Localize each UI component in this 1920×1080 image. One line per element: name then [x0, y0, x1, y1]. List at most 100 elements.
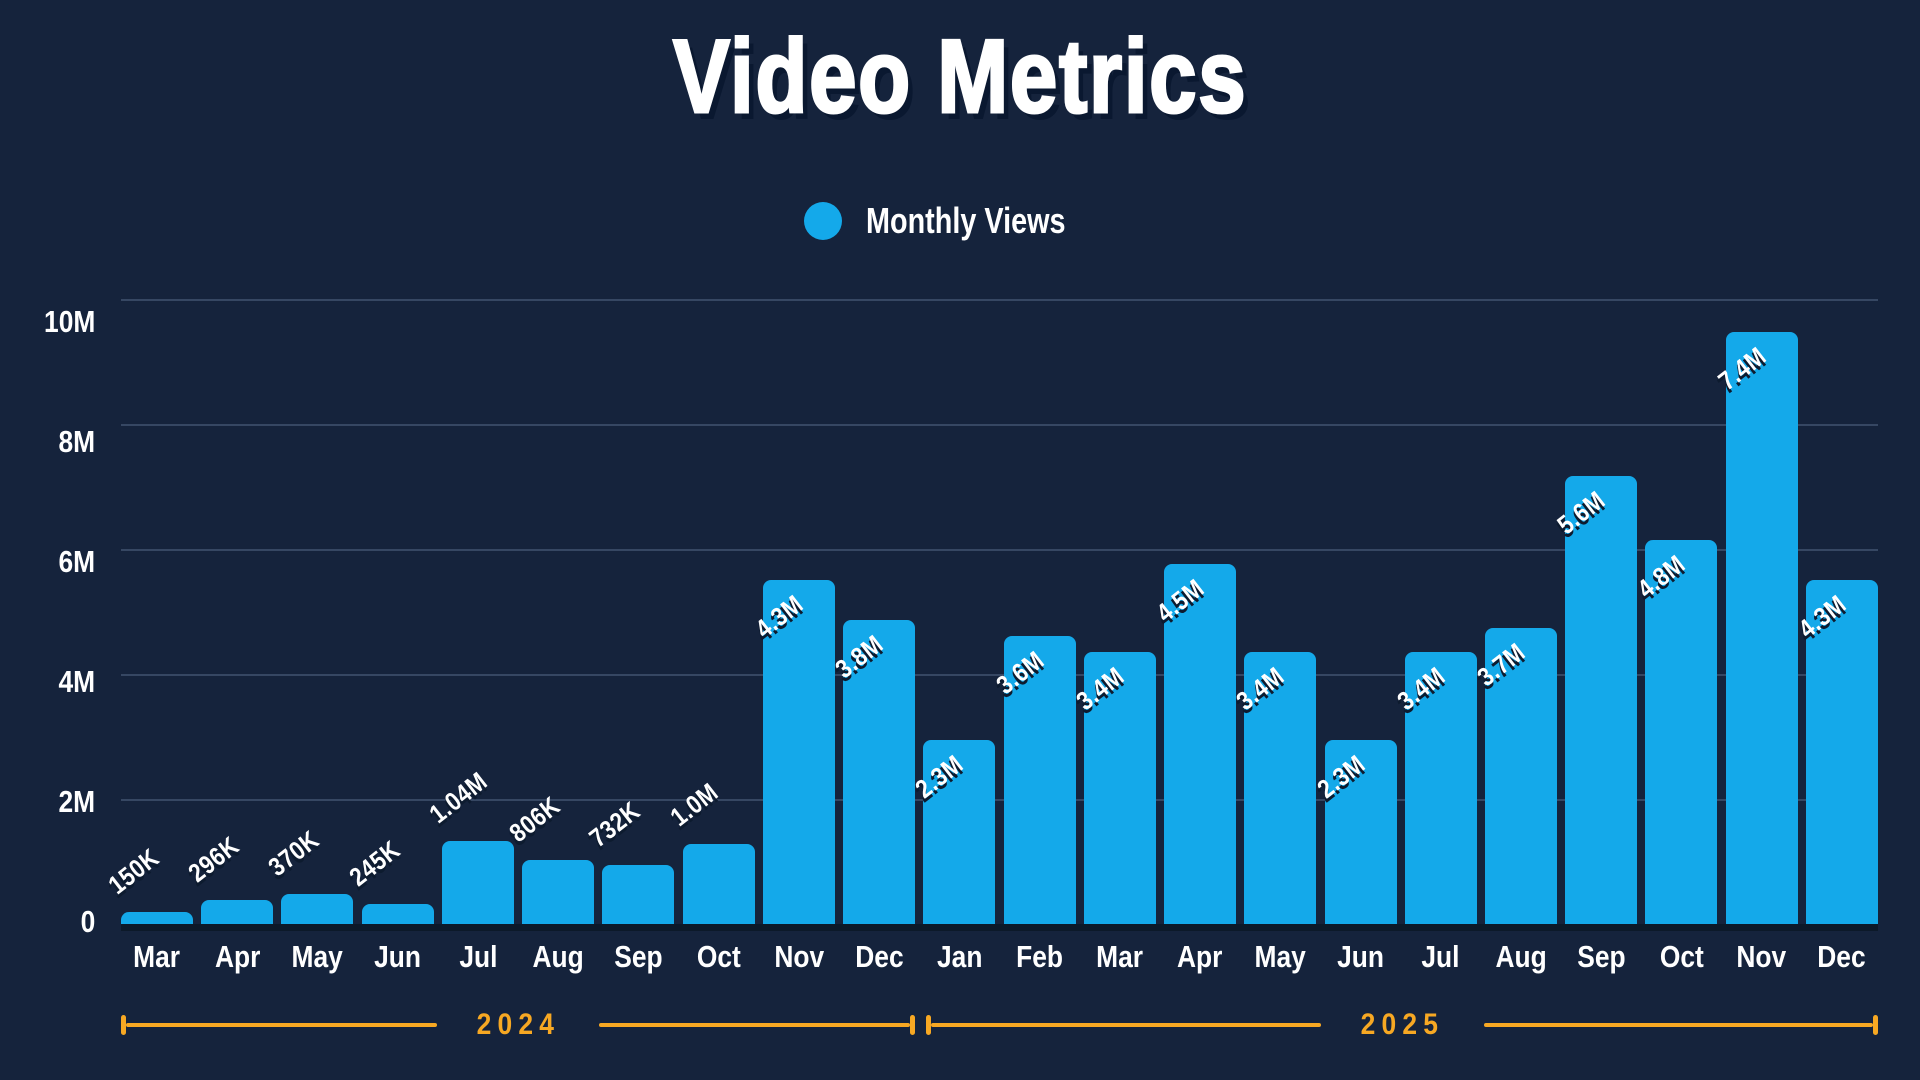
month-label: Oct [1645, 939, 1717, 975]
month-label-text: Mar [133, 939, 181, 974]
month-label-text: Jul [458, 939, 497, 974]
x-axis-baseline [121, 924, 1878, 931]
y-axis-tick-label: 6M [52, 544, 95, 580]
bar-value-label: 3.6M [990, 644, 1050, 700]
month-label: May [1244, 939, 1316, 975]
bar-jul-2025: 3.4M [1391, 652, 1477, 924]
bar-mar-2025: 3.4M [1070, 652, 1156, 924]
gridline [121, 424, 1878, 426]
bar-jan-2025: 2.3M [910, 740, 996, 924]
month-label-text: Dec [854, 939, 904, 974]
y-axis-tick-text: 0 [80, 904, 95, 939]
bar-jun-2025: 2.3M [1311, 740, 1397, 924]
gridline [121, 549, 1878, 551]
bar-value-label: 4.8M [1631, 548, 1691, 604]
month-label-text: Oct [696, 939, 741, 974]
bar-may-2024: 370K [263, 824, 354, 924]
bar-value-label: 806K [503, 790, 566, 848]
bar-aug-2024: 806K [504, 790, 595, 924]
chart-legend: Monthly Views [0, 200, 1920, 242]
bar-apr-2024: 296K [183, 830, 274, 924]
bar-value-label: 3.7M [1471, 636, 1531, 692]
month-label: Feb [1004, 939, 1076, 975]
bar-jun-2024: 245K [343, 834, 434, 924]
month-label: Nov [1726, 939, 1798, 975]
month-label: Oct [683, 939, 755, 975]
year-brackets: 2024 2025 [121, 1005, 1878, 1045]
bar-value-label: 245K [343, 834, 406, 892]
bar-oct-2024: 1.0M [664, 777, 755, 924]
month-label: Aug [1485, 939, 1557, 975]
gridline [121, 299, 1878, 301]
month-label-text: Oct [1659, 939, 1704, 974]
bar-feb-2025: 3.6M [990, 636, 1076, 924]
bar-oct-2025: 4.8M [1632, 540, 1718, 924]
bar-aug-2025: 3.7M [1472, 628, 1557, 924]
month-label: Sep [1565, 939, 1637, 975]
month-label-text: Jul [1421, 939, 1460, 974]
bar-sep-2024: 732K [584, 795, 675, 924]
bar-value-label: 2.3M [1311, 748, 1371, 804]
month-label: Jul [1405, 939, 1477, 975]
month-label-text: May [1254, 939, 1306, 974]
legend-series-label: Monthly Views [866, 200, 1066, 241]
bar-apr-2025: 4.5M [1151, 564, 1237, 924]
month-label: Nov [763, 939, 835, 975]
bar-value-label: 3.4M [1391, 660, 1451, 716]
bar-value-label: 732K [583, 795, 646, 853]
x-axis-month-labels: Mar Apr May Jun Jul Aug Sep Oct Nov Dec Jan Feb Mar A… [121, 939, 1878, 975]
year-label: 2025 [1355, 1008, 1450, 1042]
bar-nov-2024: 4.3M [749, 580, 835, 924]
month-label: Jul [442, 939, 514, 975]
month-label: Jun [1325, 939, 1397, 975]
bar-series: 150K 296K 370K 245K 1.04M 806K 732K 1.0M 4.3M 3.8… [103, 299, 1878, 924]
bracket-cap-icon [121, 1015, 126, 1035]
legend-series-dot-icon [804, 202, 843, 240]
bar-value-label: 150K [102, 842, 165, 900]
bar-value-label: 3.8M [829, 628, 889, 684]
bracket-cap-icon [910, 1015, 916, 1035]
year-bracket-2024: 2024 [121, 1005, 916, 1045]
year-label-text: 2024 [476, 1008, 560, 1041]
month-label-text: Feb [1016, 939, 1064, 974]
month-label: Mar [1084, 939, 1156, 975]
bar-value-label: 3.4M [1230, 660, 1290, 716]
month-label-text: Mar [1096, 939, 1144, 974]
month-label-text: Aug [1495, 939, 1547, 974]
month-label: Sep [602, 939, 674, 975]
bar-value-label: 4.3M [749, 588, 809, 644]
gridline [121, 674, 1878, 676]
month-label-text: Nov [1736, 939, 1787, 974]
y-axis-tick-text: 10M [43, 304, 95, 339]
bar-value-label: 1.04M [423, 765, 493, 829]
month-label-text: Nov [773, 939, 824, 974]
y-axis-tick-text: 4M [58, 664, 95, 699]
y-axis-tick-text: 8M [58, 424, 95, 459]
y-axis-tick-labels: 10M 8M 6M 4M 2M 0 [0, 299, 95, 939]
y-axis-tick-label: 8M [52, 424, 95, 460]
chart-plot-area: 10M 8M 6M 4M 2M 0 150K 296K 370K 245K 1.04M 806K 73… [44, 299, 1878, 1041]
bar-value-label: 3.4M [1070, 660, 1130, 716]
month-label: Dec [843, 939, 915, 975]
month-label: Mar [121, 939, 193, 975]
bar-sep-2025: 5.6M [1552, 476, 1638, 924]
bar-value-label: 2.3M [909, 748, 969, 804]
page-title-text: Video Metrics [672, 18, 1248, 137]
month-label-text: Jun [1337, 939, 1384, 974]
month-label: Jan [923, 939, 995, 975]
year-label: 2024 [471, 1008, 566, 1042]
bracket-cap-icon [1873, 1015, 1878, 1035]
bar-value-label: 370K [262, 824, 325, 882]
y-axis-tick-label: 0 [78, 904, 95, 940]
month-label-text: May [291, 939, 344, 974]
bar-dec-2024: 3.8M [830, 620, 916, 924]
y-axis-tick-label: 2M [52, 784, 95, 820]
month-label-text: Aug [532, 939, 584, 974]
y-axis-tick-label: 10M [35, 304, 95, 340]
month-label: May [281, 939, 353, 975]
month-label-text: Sep [614, 939, 663, 974]
month-label-text: Apr [1177, 939, 1223, 974]
y-axis-tick-label: 4M [52, 664, 95, 700]
bar-value-label: 4.5M [1150, 572, 1210, 628]
